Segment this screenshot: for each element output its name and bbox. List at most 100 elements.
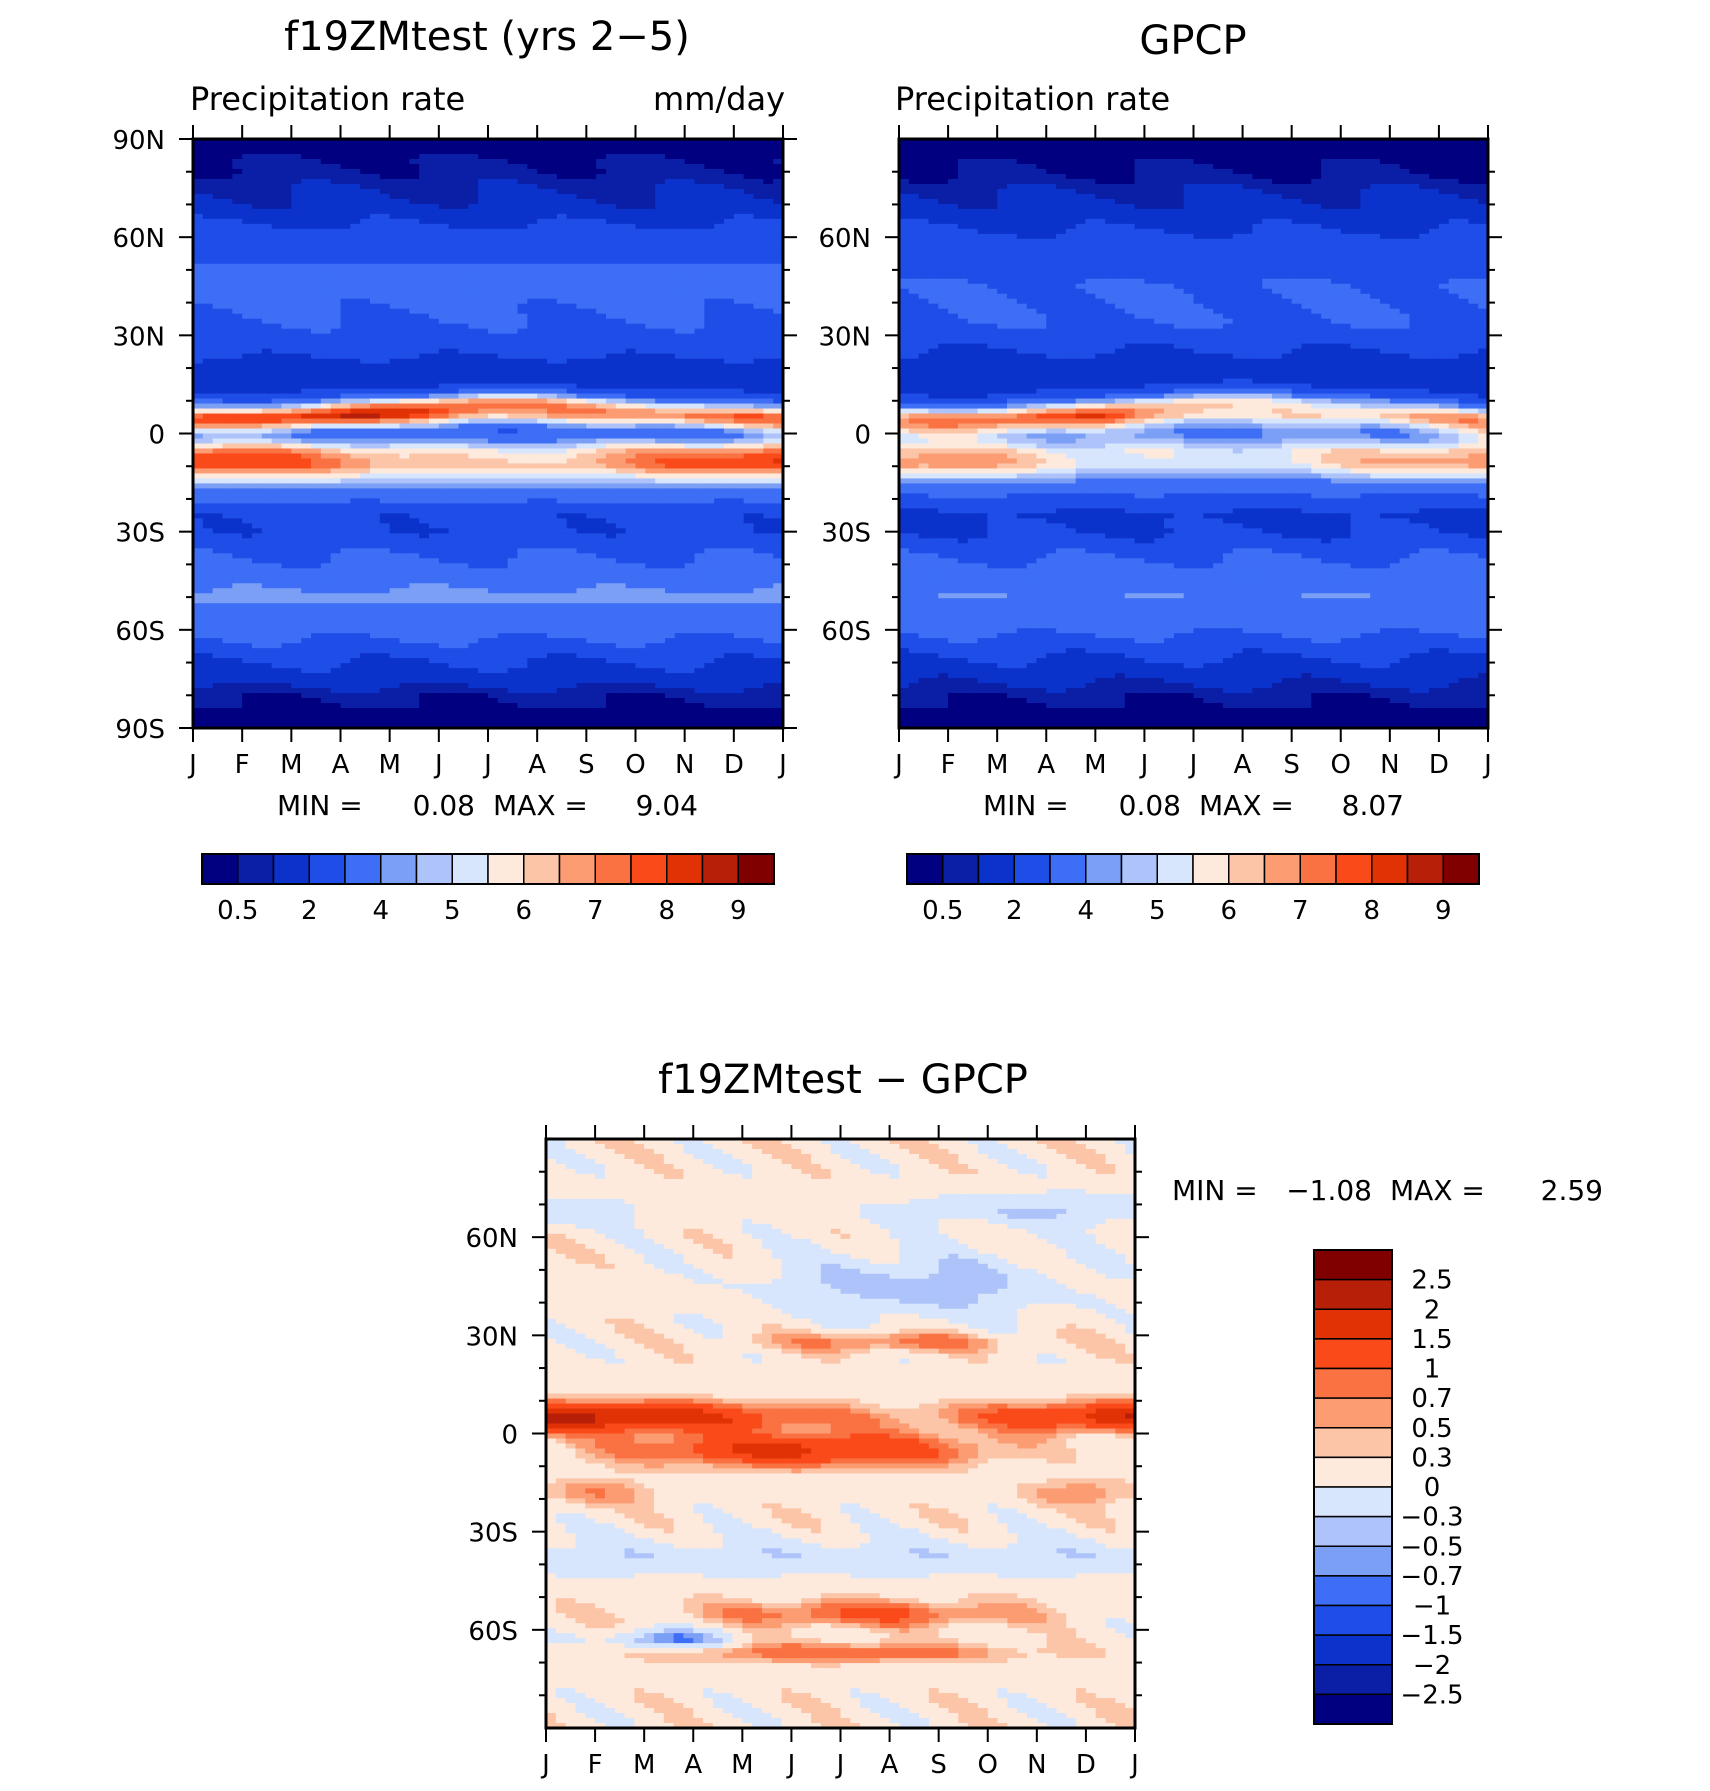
field-cell [360, 203, 371, 210]
field-cell [566, 208, 578, 215]
field-cell [694, 173, 705, 180]
field-cell [409, 398, 420, 405]
field-cell [271, 198, 283, 205]
field-cell [212, 428, 224, 435]
field-cell [596, 168, 607, 175]
field-cell [724, 433, 735, 440]
field-cell [576, 408, 587, 415]
field-cell [419, 383, 430, 390]
field-cell [419, 413, 430, 420]
field-cell [330, 308, 342, 315]
field-cell [271, 368, 283, 375]
field-cell [586, 353, 597, 360]
field-cell [724, 473, 735, 480]
field-cell [360, 318, 371, 325]
field-cell [212, 238, 224, 245]
field-cell [665, 198, 676, 205]
field-cell [458, 213, 469, 220]
field-cell [399, 168, 410, 175]
field-cell [379, 428, 391, 435]
field-cell [438, 343, 450, 350]
field-cell [193, 468, 204, 475]
field-cell [301, 413, 312, 420]
field-cell [537, 338, 548, 345]
field-cell [517, 148, 528, 155]
field-cell [674, 263, 686, 270]
field-cell [438, 303, 450, 310]
field-cell [193, 278, 204, 285]
field-cell [488, 423, 499, 430]
field-cell [478, 273, 489, 280]
field-cell [566, 153, 578, 160]
field-cell [212, 228, 224, 235]
field-cell [724, 428, 735, 435]
field-cell [556, 363, 568, 370]
field-cell [350, 248, 361, 255]
field-cell [429, 178, 440, 185]
field-cell [399, 139, 410, 145]
field-cell [645, 523, 656, 529]
field-cell [350, 158, 361, 165]
field-cell [497, 308, 509, 315]
field-cell [301, 528, 312, 534]
field-cell [576, 278, 587, 285]
field-cell [773, 503, 784, 509]
field-cell [301, 373, 312, 380]
field-cell [527, 188, 538, 195]
field-cell [714, 139, 725, 145]
field-cell [527, 433, 538, 440]
field-cell [556, 453, 568, 460]
field-cell [379, 408, 391, 415]
field-cell [674, 533, 686, 539]
field-cell [724, 218, 735, 225]
field-cell [596, 208, 607, 215]
field-cell [743, 418, 755, 425]
field-cell [399, 473, 410, 480]
field-cell [507, 198, 519, 205]
field-cell [419, 288, 430, 295]
field-cell [409, 248, 420, 255]
field-cell [586, 318, 597, 325]
field-cell [448, 358, 460, 365]
field-cell [488, 473, 499, 480]
field-cell [497, 353, 509, 360]
field-cell [193, 233, 204, 240]
field-cell [468, 538, 479, 544]
field-cell [586, 153, 597, 160]
field-cell [193, 308, 204, 315]
field-cell [311, 513, 322, 519]
field-cell [635, 163, 646, 170]
field-cell [537, 203, 548, 210]
field-cell [370, 368, 381, 375]
field-cell [704, 253, 715, 260]
field-cell [763, 313, 774, 320]
field-cell [635, 153, 646, 160]
field-cell [261, 228, 273, 235]
field-cell [566, 263, 578, 270]
field-cell [242, 498, 253, 504]
field-cell [438, 493, 450, 499]
field-cell [379, 213, 391, 220]
field-cell [340, 398, 351, 405]
field-cell [193, 318, 204, 325]
field-cell [458, 233, 469, 240]
field-cell [497, 473, 509, 480]
field-cell [556, 238, 568, 245]
field-cell [537, 243, 548, 250]
field-cell [291, 528, 302, 534]
field-cell [606, 478, 617, 485]
field-cell [635, 188, 646, 195]
field-cell [301, 473, 312, 480]
field-cell [733, 238, 745, 245]
field-cell [635, 308, 646, 315]
field-cell [615, 348, 627, 355]
field-cell [261, 158, 273, 165]
field-cell [389, 293, 401, 300]
field-cell [340, 253, 351, 260]
field-cell [429, 148, 440, 155]
field-cell [615, 433, 627, 440]
field-cell [586, 193, 597, 200]
field-cell [379, 398, 391, 405]
field-cell [330, 443, 342, 450]
field-cell [517, 503, 528, 509]
